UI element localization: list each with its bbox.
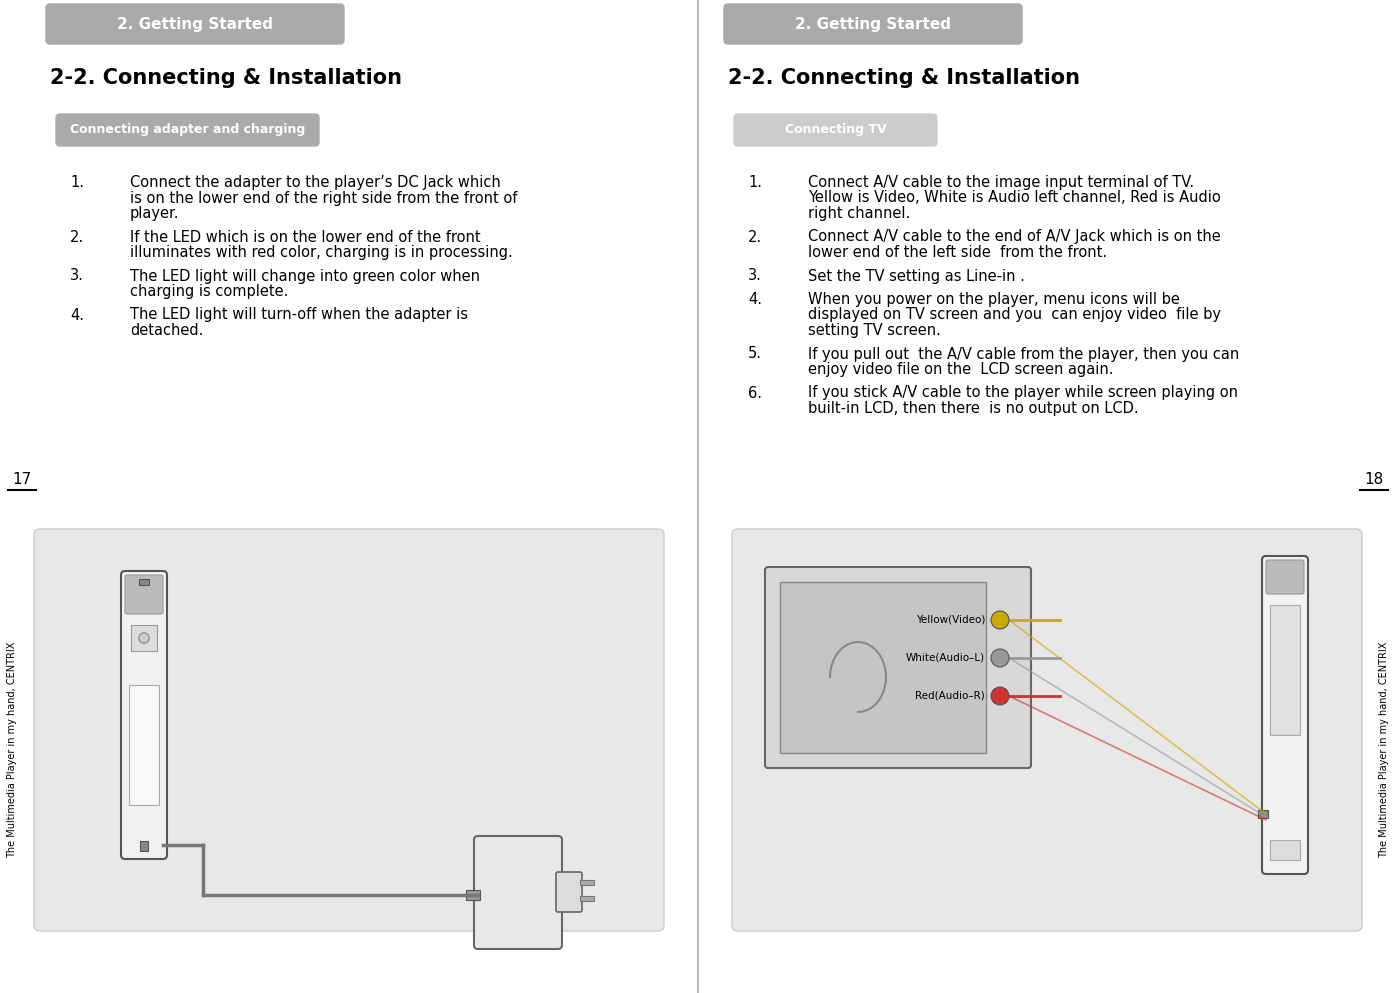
Text: illuminates with red color, charging is in processing.: illuminates with red color, charging is … bbox=[130, 245, 512, 260]
Text: If you stick A/V cable to the player while screen playing on: If you stick A/V cable to the player whi… bbox=[808, 385, 1238, 400]
Text: enjoy video file on the  LCD screen again.: enjoy video file on the LCD screen again… bbox=[808, 362, 1114, 377]
Text: 1.: 1. bbox=[70, 175, 84, 190]
Text: detached.: detached. bbox=[130, 323, 204, 338]
Text: The LED light will change into green color when: The LED light will change into green col… bbox=[130, 268, 480, 283]
Text: 2. Getting Started: 2. Getting Started bbox=[117, 17, 274, 32]
Bar bbox=[128, 685, 159, 805]
Text: The Multimedia Player in my hand, CENTRIX: The Multimedia Player in my hand, CENTRI… bbox=[7, 641, 17, 858]
FancyBboxPatch shape bbox=[725, 4, 1022, 44]
Text: charging is complete.: charging is complete. bbox=[130, 284, 289, 299]
Bar bbox=[780, 582, 986, 753]
Bar bbox=[1258, 810, 1268, 818]
Text: Connecting TV: Connecting TV bbox=[785, 123, 886, 136]
Text: The LED light will turn-off when the adapter is: The LED light will turn-off when the ada… bbox=[130, 308, 468, 323]
Text: right channel.: right channel. bbox=[808, 206, 910, 221]
Text: 4.: 4. bbox=[748, 292, 762, 307]
Text: Connect A/V cable to the end of A/V Jack which is on the: Connect A/V cable to the end of A/V Jack… bbox=[808, 229, 1220, 244]
Text: 3.: 3. bbox=[70, 268, 84, 283]
FancyBboxPatch shape bbox=[121, 571, 168, 859]
Bar bbox=[140, 841, 148, 851]
Bar bbox=[579, 896, 595, 901]
Text: Connect the adapter to the player’s DC Jack which: Connect the adapter to the player’s DC J… bbox=[130, 175, 501, 190]
FancyBboxPatch shape bbox=[732, 529, 1362, 931]
Bar bbox=[466, 890, 480, 900]
Text: lower end of the left side  from the front.: lower end of the left side from the fron… bbox=[808, 245, 1107, 260]
FancyBboxPatch shape bbox=[556, 872, 582, 912]
Text: Red(Audio–R): Red(Audio–R) bbox=[916, 691, 986, 701]
Text: is on the lower end of the right side from the front of: is on the lower end of the right side fr… bbox=[130, 191, 518, 206]
Text: The Multimedia Player in my hand, CENTRIX: The Multimedia Player in my hand, CENTRI… bbox=[1379, 641, 1389, 858]
Bar bbox=[1270, 840, 1300, 860]
FancyBboxPatch shape bbox=[56, 114, 320, 146]
Text: 3.: 3. bbox=[748, 268, 762, 283]
Circle shape bbox=[991, 687, 1009, 705]
Text: player.: player. bbox=[130, 206, 180, 221]
Text: 2-2. Connecting & Installation: 2-2. Connecting & Installation bbox=[727, 68, 1081, 88]
FancyBboxPatch shape bbox=[475, 836, 563, 949]
Text: White(Audio–L): White(Audio–L) bbox=[906, 653, 986, 663]
FancyBboxPatch shape bbox=[734, 114, 937, 146]
FancyBboxPatch shape bbox=[1262, 556, 1308, 874]
Text: 1.: 1. bbox=[748, 175, 762, 190]
FancyBboxPatch shape bbox=[1266, 560, 1304, 594]
Circle shape bbox=[991, 611, 1009, 629]
Bar bbox=[131, 625, 156, 651]
Text: Set the TV setting as Line-in .: Set the TV setting as Line-in . bbox=[808, 268, 1025, 283]
Text: setting TV screen.: setting TV screen. bbox=[808, 323, 941, 338]
Text: If the LED which is on the lower end of the front: If the LED which is on the lower end of … bbox=[130, 229, 480, 244]
Text: When you power on the player, menu icons will be: When you power on the player, menu icons… bbox=[808, 292, 1180, 307]
Bar bbox=[579, 880, 595, 885]
Text: Yellow(Video): Yellow(Video) bbox=[916, 615, 986, 625]
FancyBboxPatch shape bbox=[34, 529, 664, 931]
Text: displayed on TV screen and you  can enjoy video  file by: displayed on TV screen and you can enjoy… bbox=[808, 308, 1222, 323]
FancyBboxPatch shape bbox=[46, 4, 343, 44]
FancyBboxPatch shape bbox=[126, 575, 163, 614]
Bar bbox=[1270, 605, 1300, 735]
Text: 2-2. Connecting & Installation: 2-2. Connecting & Installation bbox=[50, 68, 402, 88]
Circle shape bbox=[991, 649, 1009, 667]
Text: 17: 17 bbox=[13, 473, 32, 488]
Text: 2.: 2. bbox=[748, 229, 762, 244]
Text: built-in LCD, then there  is no output on LCD.: built-in LCD, then there is no output on… bbox=[808, 401, 1139, 416]
Text: 2.: 2. bbox=[70, 229, 84, 244]
Text: Connecting adapter and charging: Connecting adapter and charging bbox=[70, 123, 306, 136]
Text: 4.: 4. bbox=[70, 308, 84, 323]
Text: 6.: 6. bbox=[748, 385, 762, 400]
Text: Yellow is Video, White is Audio left channel, Red is Audio: Yellow is Video, White is Audio left cha… bbox=[808, 191, 1220, 206]
Bar bbox=[140, 579, 149, 585]
Text: 2. Getting Started: 2. Getting Started bbox=[794, 17, 951, 32]
Text: If you pull out  the A/V cable from the player, then you can: If you pull out the A/V cable from the p… bbox=[808, 347, 1240, 361]
Text: 18: 18 bbox=[1364, 473, 1383, 488]
FancyBboxPatch shape bbox=[765, 567, 1032, 768]
Text: 5.: 5. bbox=[748, 347, 762, 361]
Text: Connect A/V cable to the image input terminal of TV.: Connect A/V cable to the image input ter… bbox=[808, 175, 1194, 190]
Circle shape bbox=[138, 633, 149, 643]
